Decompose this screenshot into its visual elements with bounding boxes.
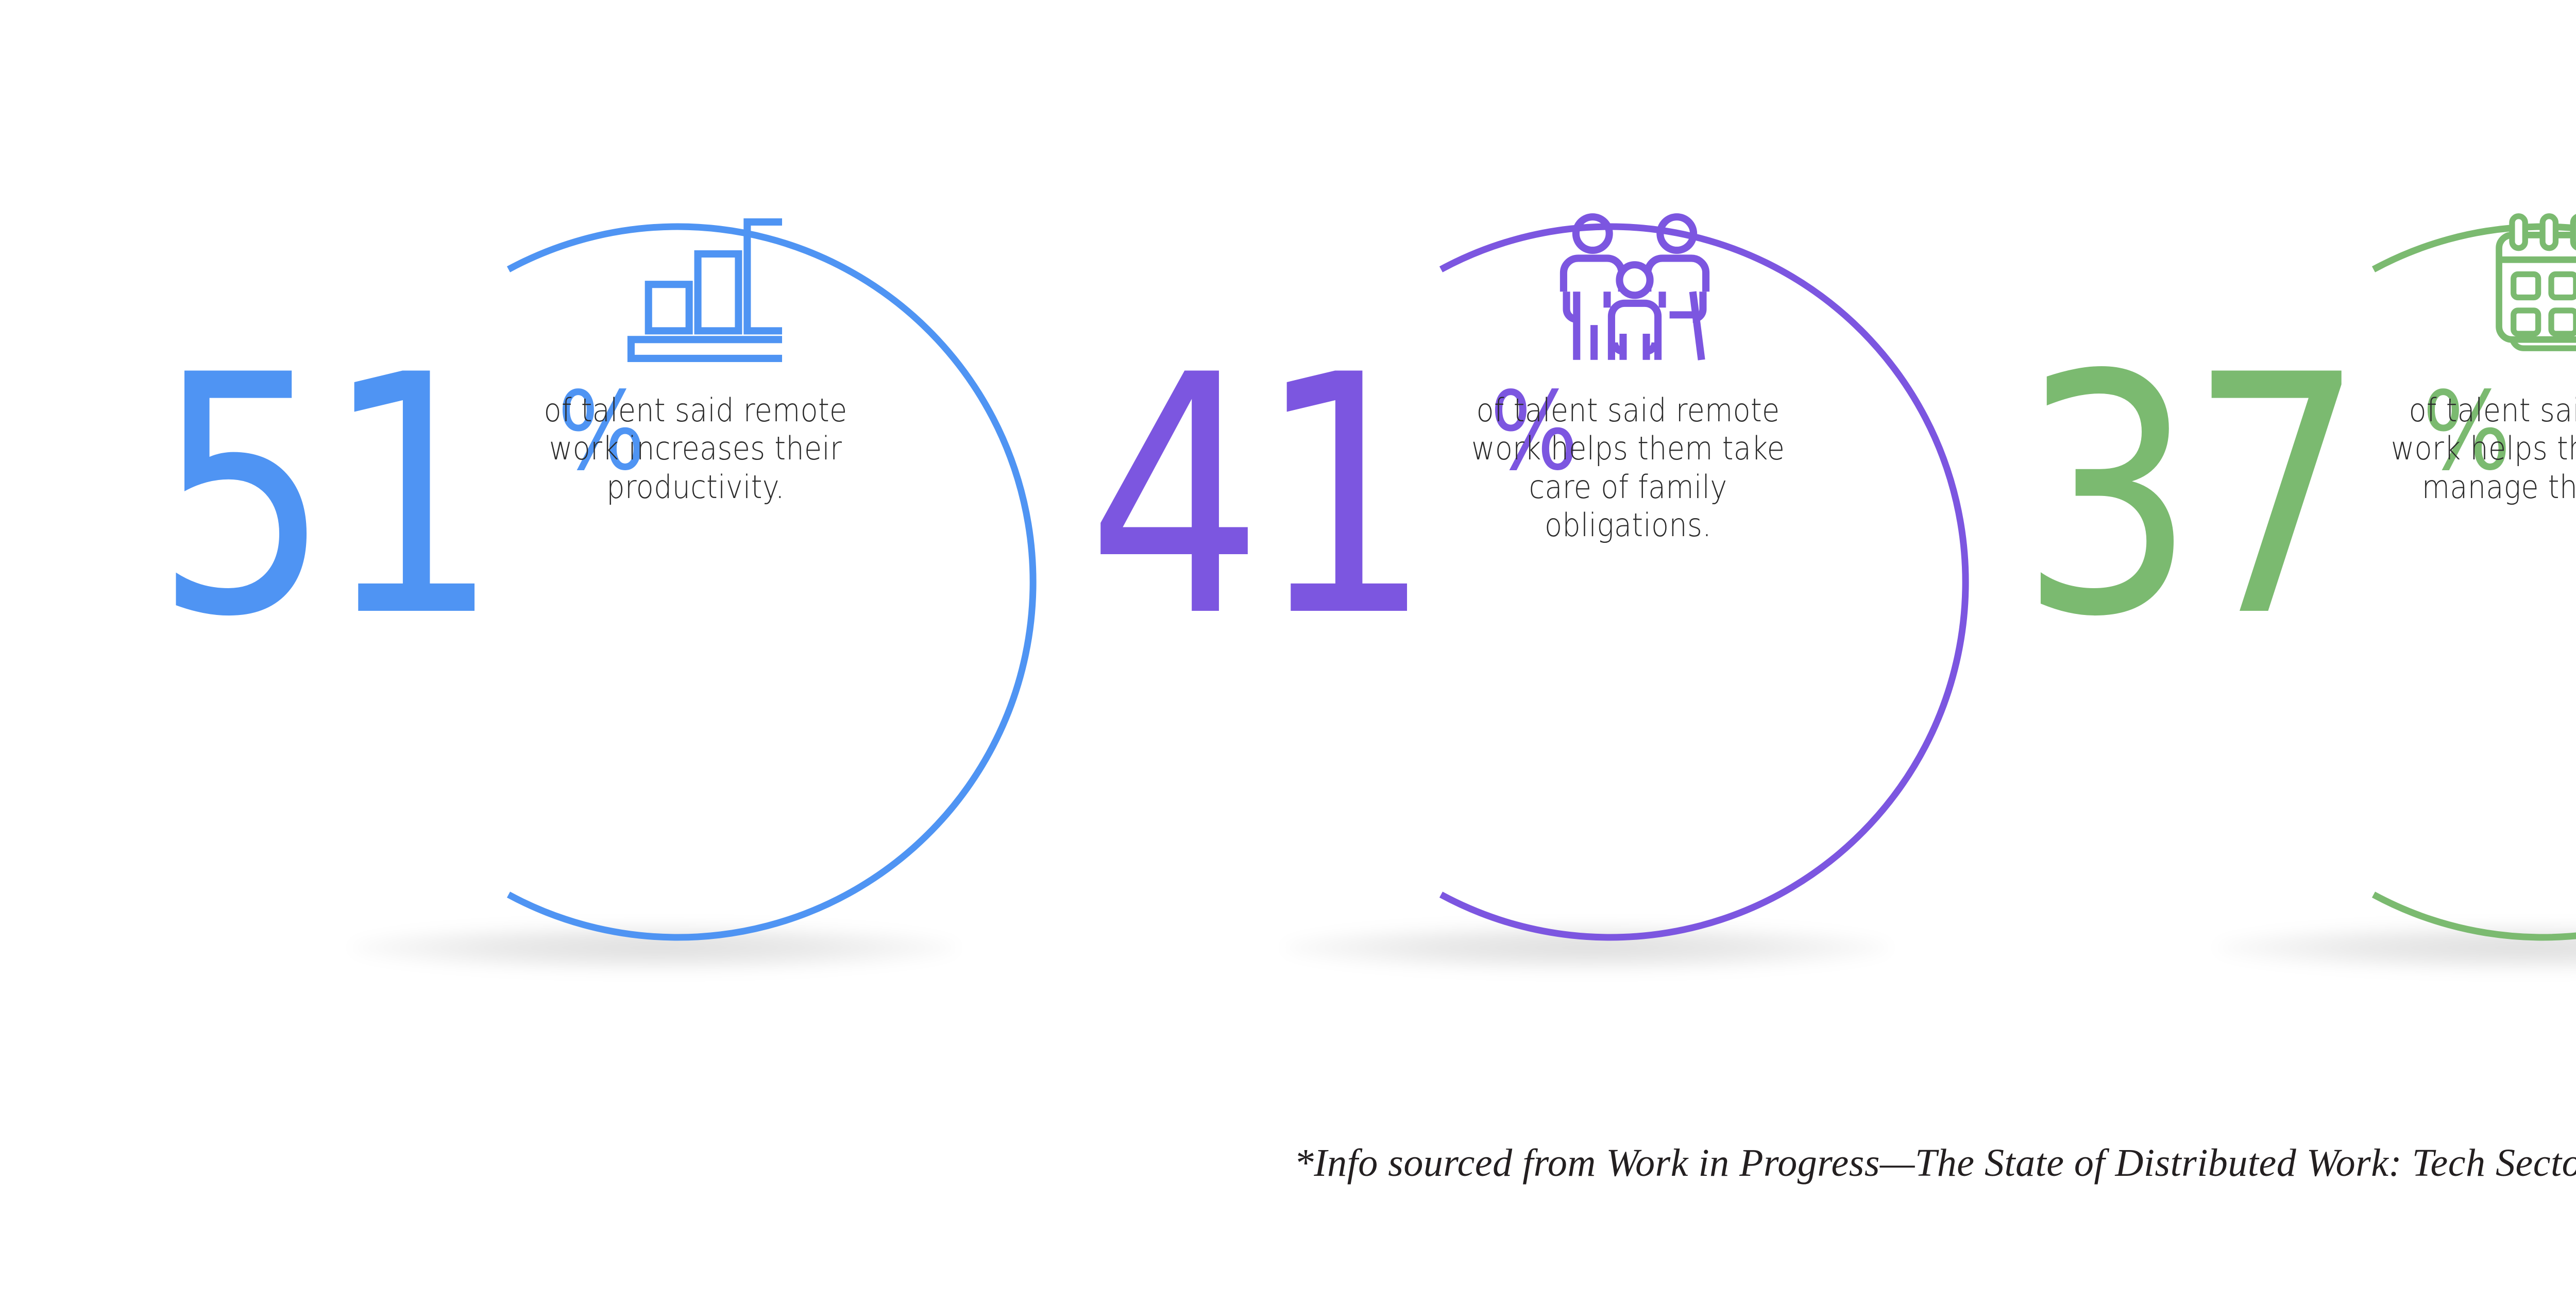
- stat-caption: of talent said remote work helps them ta…: [1471, 391, 1785, 544]
- family-group-icon: [1555, 209, 1715, 363]
- bar-chart-icon: [622, 209, 782, 363]
- calendar-icon: [2487, 209, 2576, 363]
- stat-value-group: 41 %: [1087, 305, 1593, 689]
- percent-sign: %: [557, 368, 646, 494]
- stat-value: 51: [155, 305, 500, 689]
- progress-ring-circle: [1439, 223, 1969, 941]
- stat-card-3: 37 % o: [2020, 209, 2576, 971]
- stat-value-group: 51 %: [155, 305, 660, 689]
- percent-sign: %: [2422, 368, 2511, 494]
- percent-sign: %: [1490, 368, 1579, 494]
- card-shadow: [350, 924, 958, 971]
- stat-caption: of talent said remote work helps them be…: [2391, 391, 2576, 506]
- stat-value: 37: [2020, 305, 2365, 689]
- card-shadow: [1283, 924, 1891, 971]
- progress-ring-circle: [506, 223, 1037, 941]
- stat-card-2: 41 %: [1087, 209, 1969, 971]
- stat-value-group: 37 %: [2020, 305, 2526, 689]
- stat-value: 41: [1087, 305, 1433, 689]
- stat-card-1: 51 % of talent said remote work increase…: [155, 209, 1037, 971]
- stat-caption: of talent said remote work increases the…: [544, 391, 848, 506]
- source-note: *Info sourced from Work in Progress—The …: [1294, 1141, 2576, 1185]
